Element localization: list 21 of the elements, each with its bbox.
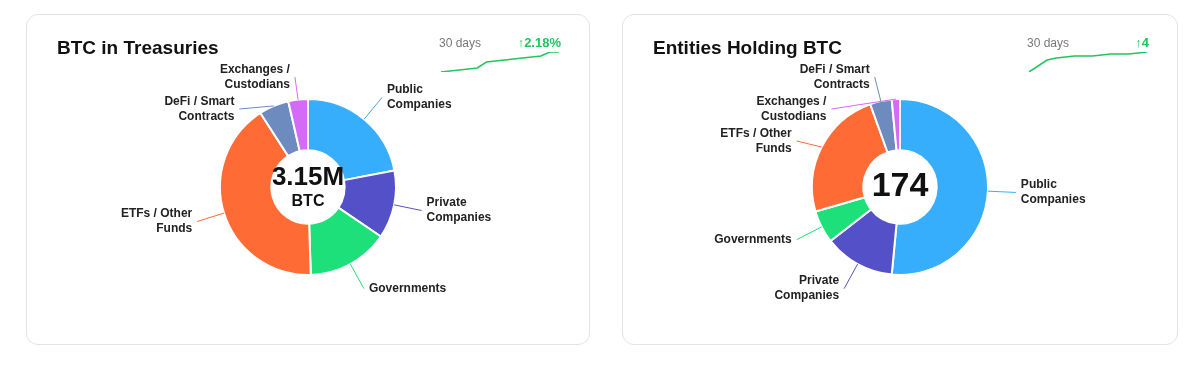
slice-label: Public Companies: [1020, 177, 1086, 207]
text: ↑2.18%: [517, 35, 561, 50]
slice-label: ETFs / Other Funds: [120, 206, 193, 236]
slice-label: Governments: [368, 280, 447, 295]
slice-label: Governments: [714, 231, 792, 246]
slice-label: Exchanges / Custodians: [219, 61, 291, 91]
chart-title: 30 days: [439, 36, 482, 50]
chart-title: 30 days: [1027, 36, 1070, 50]
slice-label: Public Companies: [386, 82, 452, 112]
slice-label: ETFs / Other Funds: [720, 125, 792, 155]
slice-label: Exchanges / Custodians: [756, 93, 828, 123]
slice-label: DeFi / Smart Contracts: [799, 61, 871, 91]
text: 174: [871, 165, 929, 204]
chart-title: Entities Holding BTC: [653, 37, 842, 59]
text: 3.15M: [271, 160, 345, 191]
slice-label: DeFi / Smart Contracts: [164, 93, 235, 123]
slice-label: Private Companies: [774, 273, 840, 303]
chart-title: BTC in Treasuries: [57, 37, 219, 59]
slice-label: Private Companies: [426, 195, 492, 225]
text: BTC: [291, 192, 325, 210]
text: ↑4: [1135, 35, 1149, 50]
